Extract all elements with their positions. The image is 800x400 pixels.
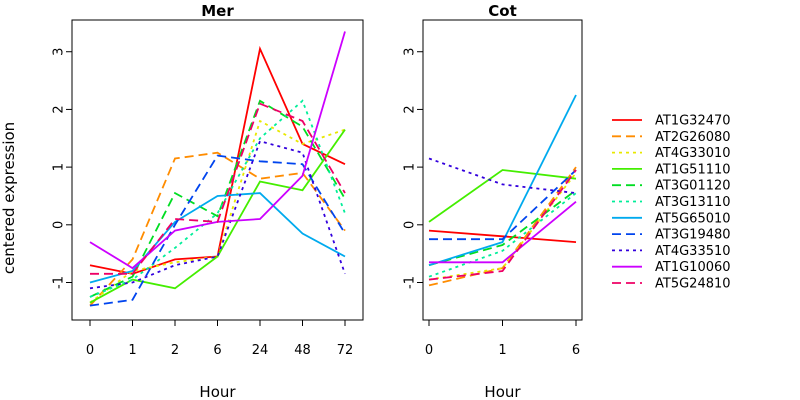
panel-cot: Cot -1 0 1 2 3 0 1 6 Hour bbox=[403, 2, 583, 400]
y-axis-title: centered expression bbox=[0, 122, 18, 274]
x-tick-label: 24 bbox=[252, 343, 269, 358]
legend-item: AT1G10060 bbox=[612, 260, 731, 275]
panel-title: Mer bbox=[201, 2, 234, 20]
y-tick-label: 3 bbox=[403, 48, 418, 56]
legend-label: AT4G33510 bbox=[655, 244, 731, 259]
series-line-at2g26080 bbox=[428, 166, 577, 287]
legend-item: AT3G19480 bbox=[612, 228, 731, 243]
legend-label: AT5G65010 bbox=[655, 211, 731, 226]
series-line-at1g51110 bbox=[89, 129, 346, 304]
legend-item: AT1G32470 bbox=[612, 114, 731, 129]
legend-item: AT3G13110 bbox=[612, 195, 731, 210]
x-tick-label: 1 bbox=[498, 343, 506, 358]
x-tick-label: 1 bbox=[128, 343, 136, 358]
legend-label: AT1G10060 bbox=[655, 260, 731, 275]
x-tick-label: 0 bbox=[425, 343, 433, 358]
legend-label: AT1G32470 bbox=[655, 114, 731, 129]
y-tick-label: 0 bbox=[52, 221, 67, 229]
series-line-at1g10060 bbox=[89, 31, 346, 270]
legend-item: AT4G33010 bbox=[612, 146, 731, 161]
panel-title: Cot bbox=[488, 2, 516, 20]
series-line-at5g24810 bbox=[428, 169, 577, 281]
x-tick-label: 48 bbox=[294, 343, 311, 358]
series-line-at3g13110 bbox=[428, 192, 577, 278]
series-line-at3g19480 bbox=[89, 154, 346, 307]
series-line-at3g01120 bbox=[428, 189, 577, 267]
legend-item: AT4G33510 bbox=[612, 244, 731, 259]
series-line-at2g26080 bbox=[89, 151, 346, 307]
legend-item: AT5G24810 bbox=[612, 277, 731, 292]
y-tick-label: 2 bbox=[403, 105, 418, 113]
y-tick-label: 2 bbox=[52, 105, 67, 113]
y-tick-label: 3 bbox=[52, 48, 67, 56]
x-tick-label: 6 bbox=[213, 343, 221, 358]
legend-label: AT1G51110 bbox=[655, 162, 731, 177]
x-axis-title: Hour bbox=[199, 383, 236, 400]
legend-label: AT3G01120 bbox=[655, 179, 731, 194]
legend-item: AT5G65010 bbox=[612, 211, 731, 226]
x-axis-title: Hour bbox=[484, 383, 521, 400]
y-tick-label: 1 bbox=[52, 163, 67, 171]
series-line-at4g33010 bbox=[428, 172, 577, 281]
x-tick-label: 0 bbox=[86, 343, 94, 358]
legend-item: AT3G01120 bbox=[612, 179, 731, 194]
y-tick-label: 0 bbox=[403, 221, 418, 229]
series-line-at1g10060 bbox=[429, 201, 577, 264]
y-tick-label: -1 bbox=[52, 276, 67, 289]
series-line-at3g01120 bbox=[89, 99, 346, 298]
y-tick-label: 1 bbox=[403, 163, 418, 171]
panel-mer: Mer -1 0 1 2 3 0 1 2 6 24 48 72 Hour bbox=[52, 2, 364, 400]
series-line-at4g33010 bbox=[89, 119, 346, 304]
x-tick-label: 72 bbox=[337, 343, 354, 358]
series-line-at4g33510 bbox=[89, 140, 346, 290]
legend-label: AT2G26080 bbox=[655, 130, 731, 145]
series-line-at5g65010 bbox=[89, 192, 346, 284]
legend-label: AT4G33010 bbox=[655, 146, 731, 161]
series-line-at5g65010 bbox=[428, 94, 577, 267]
x-tick-label: 6 bbox=[572, 343, 580, 358]
legend-item: AT2G26080 bbox=[612, 130, 731, 145]
series-line-at1g32470 bbox=[428, 229, 577, 243]
legend-label: AT5G24810 bbox=[655, 277, 731, 292]
legend-item: AT1G51110 bbox=[612, 162, 731, 177]
series-line-at3g13110 bbox=[89, 99, 346, 298]
x-tick-label: 2 bbox=[171, 343, 179, 358]
series-line-at1g51110 bbox=[428, 169, 577, 223]
series-line-at3g19480 bbox=[429, 169, 577, 241]
y-tick-label: -1 bbox=[403, 276, 418, 289]
series-line-at5g24810 bbox=[90, 102, 346, 275]
series-line-at4g33510 bbox=[428, 157, 577, 194]
legend-label: AT3G13110 bbox=[655, 195, 731, 210]
legend-label: AT3G19480 bbox=[655, 228, 731, 243]
